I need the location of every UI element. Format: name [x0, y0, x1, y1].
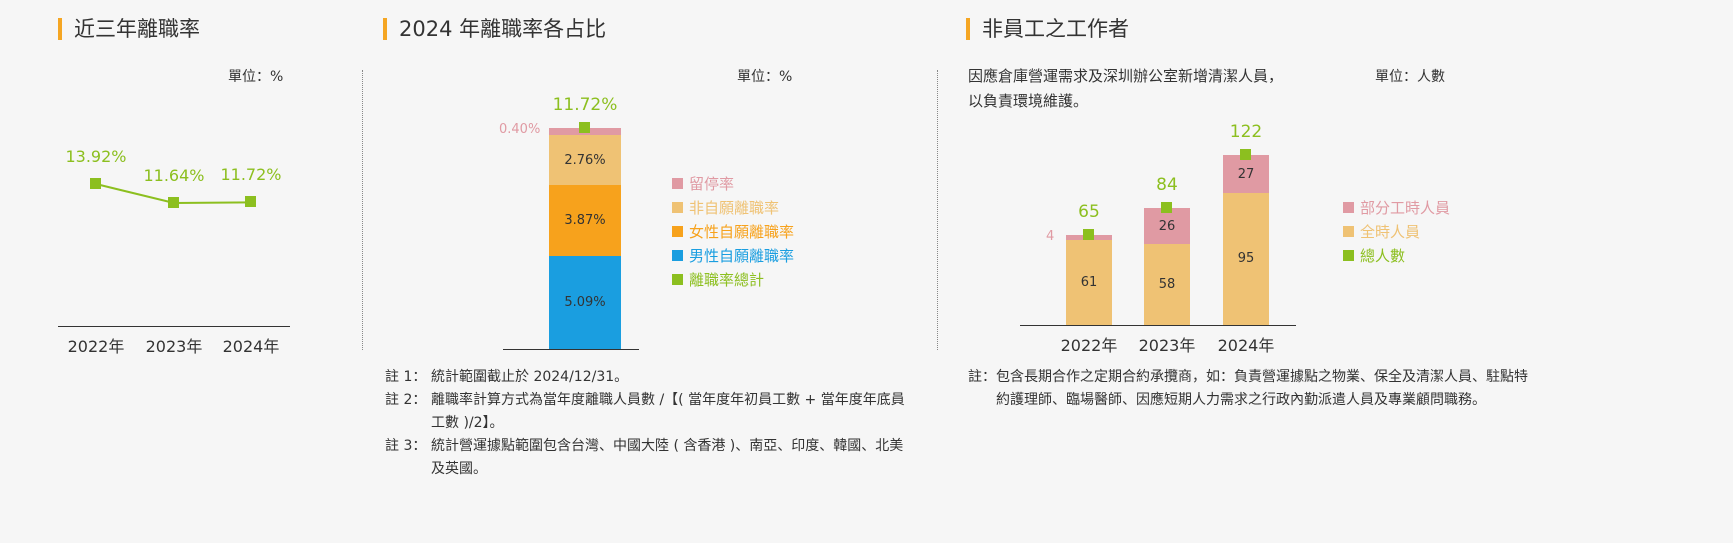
unit-label: 單位：%	[228, 69, 284, 85]
legend-swatch	[1343, 225, 1354, 237]
segment-label: 3.87%	[564, 213, 606, 229]
note-text: 統計營運據點範圍包含台灣、中國大陸 ( 含香港 )、南亞、印度、韓國、北美及英國…	[431, 438, 904, 477]
legend-swatch	[1343, 249, 1354, 261]
total-marker	[579, 121, 590, 133]
total-label: 65	[1078, 201, 1100, 222]
x-tick-label: 2022年	[1060, 336, 1118, 355]
legend-swatch	[672, 225, 683, 237]
legend-label: 男性自願離職率	[689, 246, 795, 265]
panel-title-non-employee-workers: 非員工之工作者	[966, 18, 1129, 40]
bar-segment: 27	[1223, 155, 1269, 193]
note-text: 統計範圍截止於 2024/12/31。	[431, 369, 629, 385]
data-label: 11.64%	[143, 166, 205, 185]
unit-label: 單位：%	[737, 69, 793, 85]
segment-label: 95	[1237, 251, 1255, 267]
x-tick-label: 2024年	[1217, 336, 1275, 355]
segment-label: 61	[1080, 275, 1098, 291]
data-point	[168, 197, 179, 208]
segment-label: 4	[1046, 228, 1055, 244]
x-tick-label: 2024年	[222, 337, 280, 356]
segment-label: 5.09%	[564, 295, 606, 311]
divider	[937, 70, 938, 350]
legend-label: 總人數	[1360, 246, 1406, 265]
note-row: 註： 包含長期合作之定期合約承攬商，如：負責營運據點之物業、保全及清潔人員、駐點特…	[968, 366, 1538, 412]
total-label: 122	[1229, 122, 1263, 143]
segment-label: 58	[1158, 277, 1176, 293]
legend-label: 非自願離職率	[689, 198, 780, 217]
note-text: 離職率計算方式為當年度離職人員數 /【( 當年度年初員工數 + 當年度年底員工數…	[431, 392, 905, 431]
divider	[362, 70, 363, 350]
legend-label: 部分工時人員	[1360, 198, 1451, 217]
total-marker	[1083, 228, 1094, 240]
segment-label: 26	[1158, 218, 1176, 234]
note-text: 包含長期合作之定期合約承攬商，如：負責營運據點之物業、保全及清潔人員、駐點特約護…	[996, 369, 1528, 408]
legend-item: 離職率總計	[672, 268, 764, 290]
bar-segment: 61	[1066, 240, 1112, 325]
x-axis	[1020, 325, 1296, 326]
total-label: 84	[1156, 175, 1178, 196]
bar-segment: 58	[1144, 244, 1190, 325]
legend-swatch	[1343, 201, 1354, 213]
total-marker	[1161, 202, 1172, 214]
data-label: 13.92%	[65, 147, 127, 166]
x-tick-label: 2022年	[67, 337, 125, 356]
legend-label: 留停率	[689, 174, 735, 193]
legend-swatch	[672, 177, 683, 189]
note-key: 註 2：	[385, 392, 427, 408]
bar-segment: 26	[1144, 208, 1190, 245]
bar-segment: 2.76%	[549, 134, 621, 186]
note-key: 註 1：	[385, 369, 427, 385]
legend-item: 男性自願離職率	[672, 244, 794, 266]
x-tick-label: 2023年	[145, 337, 203, 356]
legend-label: 離職率總計	[689, 270, 765, 289]
legend-item: 總人數	[1343, 244, 1405, 266]
notes-turnover: 註 1： 統計範圍截止於 2024/12/31。註 2： 離職率計算方式為當年度離職…	[385, 366, 915, 481]
note-key: 註 3：	[385, 438, 427, 454]
note-row: 註 3： 統計營運據點範圍包含台灣、中國大陸 ( 含香港 )、南亞、印度、韓國、北…	[385, 435, 915, 481]
unit-label: 單位：人數	[1375, 69, 1445, 85]
legend-item: 非自願離職率	[672, 196, 779, 218]
notes-workers: 註： 包含長期合作之定期合約承攬商，如：負責營運據點之物業、保全及清潔人員、駐點特…	[968, 366, 1538, 412]
legend-item: 部分工時人員	[1343, 196, 1450, 218]
note-key: 註：	[968, 369, 996, 385]
panel-title-turnover-breakdown: 2024 年離職率各占比	[383, 18, 606, 40]
x-axis	[503, 349, 639, 350]
legend-item: 全時人員	[1343, 220, 1420, 242]
data-label: 11.72%	[220, 165, 282, 185]
note-row: 註 1： 統計範圍截止於 2024/12/31。	[385, 366, 915, 389]
legend-item: 留停率	[672, 172, 734, 194]
panel-title-turnover-3yr: 近三年離職率	[58, 18, 200, 40]
segment-label: 27	[1237, 166, 1255, 182]
bar-segment: 95	[1223, 192, 1269, 325]
bar-segment: 5.09%	[549, 256, 621, 349]
legend-swatch	[672, 201, 683, 213]
x-axis	[58, 326, 290, 327]
segment-label: 2.76%	[564, 152, 606, 168]
legend-item: 女性自願離職率	[672, 220, 794, 242]
data-point	[90, 178, 101, 189]
x-tick-label: 2023年	[1138, 336, 1196, 355]
legend-swatch	[672, 273, 683, 285]
panel-description: 因應倉庫營運需求及深圳辦公室新增清潔人員，以負責環境維護。	[968, 67, 1284, 110]
total-label: 11.72%	[552, 94, 618, 115]
segment-label: 0.40%	[499, 121, 541, 137]
data-point	[245, 196, 256, 208]
note-row: 註 2： 離職率計算方式為當年度離職人員數 /【( 當年度年初員工數 + 當年度年…	[385, 389, 915, 435]
total-marker	[1240, 149, 1251, 161]
legend-label: 女性自願離職率	[689, 222, 795, 241]
bar-segment: 3.87%	[549, 185, 621, 257]
legend-label: 全時人員	[1360, 222, 1421, 241]
legend-swatch	[672, 249, 683, 261]
